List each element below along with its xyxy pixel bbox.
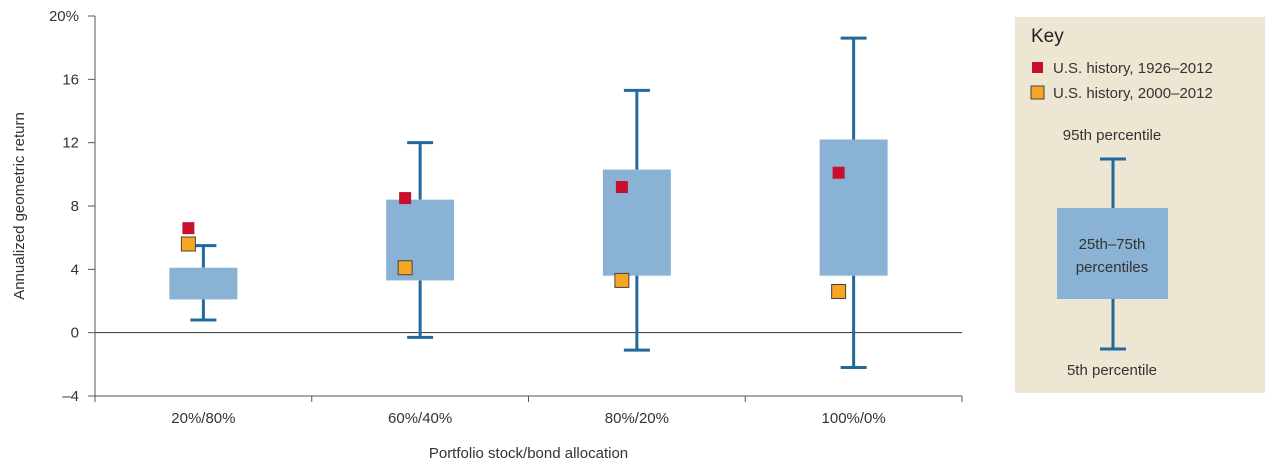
x-tick-label: 100%/0% <box>822 410 886 427</box>
legend-label-2000-2012: U.S. history, 2000–2012 <box>1053 85 1213 102</box>
box-25-75 <box>169 267 238 300</box>
x-axis-title: Portfolio stock/bond allocation <box>429 445 628 462</box>
point-1926-2012 <box>615 181 628 193</box>
y-tick-label: 0 <box>71 325 79 342</box>
key-box-label-line2: percentiles <box>1076 259 1149 276</box>
y-tick-label: 8 <box>71 198 79 215</box>
x-ticks: 20%/80% 60%/40% 80%/20% 100%/0% <box>94 396 963 427</box>
box-25-75 <box>386 199 455 281</box>
box-25-75 <box>602 169 671 276</box>
legend-swatch-2000-2012 <box>1030 85 1045 100</box>
chart-marks <box>169 36 888 369</box>
key-box <box>1057 208 1168 299</box>
legend-title: Key <box>1031 26 1064 47</box>
y-tick-label: 20% <box>49 8 79 25</box>
x-tick-label: 60%/40% <box>388 410 452 427</box>
y-tick-label: 12 <box>62 135 79 152</box>
box-25-75 <box>819 139 888 276</box>
legend-background <box>1015 17 1265 393</box>
key-box-label-line1: 25th–75th <box>1079 236 1146 253</box>
legend: Key U.S. history, 1926–2012 U.S. history… <box>1015 17 1265 393</box>
y-tick-label: –4 <box>62 388 79 405</box>
y-tick-label: 4 <box>71 261 79 278</box>
legend-swatch-1926-2012 <box>1032 62 1043 73</box>
point-2000-2012 <box>180 236 196 252</box>
y-ticks: –4 0 4 8 12 16 20% <box>49 8 95 405</box>
y-tick-label: 16 <box>62 71 79 88</box>
y-axis-title: Annualized geometric return <box>11 112 28 300</box>
point-1926-2012 <box>832 166 845 179</box>
x-tick-label: 20%/80% <box>171 410 235 427</box>
point-2000-2012 <box>397 260 413 276</box>
x-tick-label: 80%/20% <box>605 410 669 427</box>
plot-area: –4 0 4 8 12 16 20% 20%/80% 60%/40% 80%/20% 100%/0… <box>49 8 963 427</box>
point-2000-2012 <box>614 272 630 288</box>
key-label-5th: 5th percentile <box>1067 362 1157 379</box>
point-2000-2012 <box>831 284 847 299</box>
point-1926-2012 <box>399 192 412 205</box>
legend-label-1926-2012: U.S. history, 1926–2012 <box>1053 60 1213 77</box>
point-1926-2012 <box>182 222 195 235</box>
key-label-95th: 95th percentile <box>1063 127 1161 144</box>
